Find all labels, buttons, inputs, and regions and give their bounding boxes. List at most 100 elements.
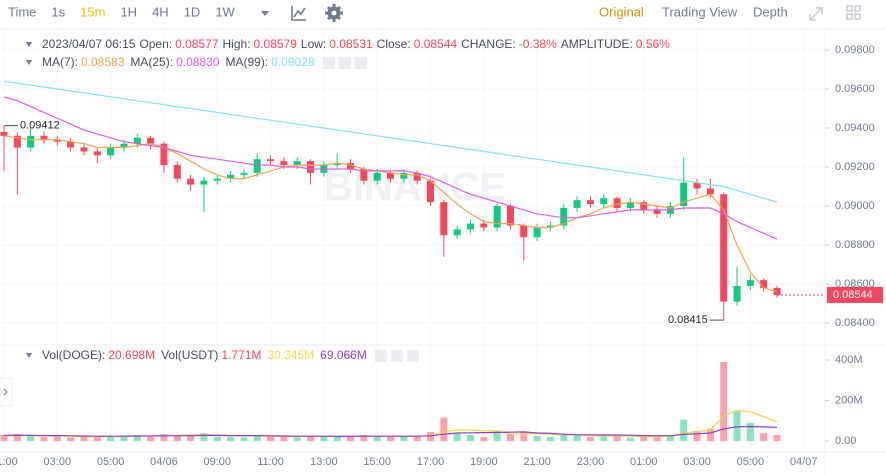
ohlc-info: 2023/04/07 06:15 Open: 0.08577 High: 0.08579… (42, 37, 670, 51)
ma-value: 0.08830 (176, 55, 220, 69)
ma-value: 0.09028 (271, 55, 315, 69)
x-tick-label: 17:00 (417, 456, 445, 468)
info-label: Open: (139, 37, 172, 51)
x-tick-label: 01:00 (0, 456, 18, 468)
view-tab[interactable]: Trading View (662, 4, 738, 19)
last-price-tag (827, 286, 883, 303)
y-tick-label: 0.09800 (835, 44, 875, 56)
x-tick-label: 15:00 (363, 456, 391, 468)
volume-bar (200, 432, 208, 442)
legend-icon[interactable] (322, 57, 335, 69)
volume-bar (387, 437, 395, 442)
volume-bar (320, 436, 328, 442)
more-intervals-icon[interactable] (261, 11, 269, 16)
interval-tab[interactable]: 15m (80, 4, 105, 19)
volume-bar (586, 437, 594, 442)
volume-tick-label: 400M (835, 354, 863, 366)
candle-body (93, 151, 101, 156)
candle-body (360, 168, 368, 181)
volume-bar (347, 437, 355, 442)
candle-body (120, 143, 128, 148)
volume-bar (493, 430, 501, 442)
candle-body (280, 161, 288, 166)
low-label: 0.08415 (668, 314, 708, 326)
volume-bar (453, 432, 461, 442)
view-tab[interactable]: Depth (753, 4, 788, 19)
volume-bar (227, 437, 235, 442)
volume-bar (147, 437, 155, 442)
candle-body (413, 172, 421, 181)
candle-body (0, 131, 8, 136)
view-tab[interactable]: Original (599, 4, 644, 19)
volume-bar (426, 431, 434, 442)
fullscreen-icon[interactable] (809, 7, 823, 21)
candle-body (546, 225, 554, 228)
volume-bar (173, 434, 181, 442)
legend-icon[interactable] (406, 350, 419, 362)
candle-body (733, 285, 741, 302)
volume-bar (640, 437, 648, 442)
volume-bar (693, 430, 701, 442)
volume-bar (133, 434, 141, 442)
volume-bar (613, 436, 621, 442)
ma-name: MA(99): (225, 55, 268, 69)
volume-bar (720, 361, 728, 442)
volume-tick-label: 200M (835, 394, 863, 406)
candle-body (307, 161, 315, 173)
settings-icon[interactable] (325, 4, 343, 22)
y-tick-label: 0.09600 (835, 83, 875, 95)
volume-bar (67, 437, 75, 442)
candle-body (53, 139, 61, 142)
vol-name: Vol(DOGE): (42, 348, 105, 362)
info-value: 0.08544 (414, 37, 458, 51)
candle-body (746, 280, 754, 286)
x-tick-label: 13:00 (310, 456, 338, 468)
volume-bar (307, 435, 315, 442)
layout-icon[interactable] (846, 5, 861, 20)
volume-bar (373, 436, 381, 442)
collapse-button[interactable] (0, 377, 13, 407)
legend-icon[interactable] (390, 350, 403, 362)
candle-body (573, 200, 581, 208)
legend-icon[interactable] (338, 57, 351, 69)
volume-tick-label: 0.00 (835, 435, 856, 447)
x-tick-label: 05:00 (97, 456, 125, 468)
ma-value: 0.08583 (81, 55, 125, 69)
info-value: -0.38% (519, 37, 557, 51)
candle-body (440, 202, 448, 236)
candle-body (293, 161, 301, 166)
vol-toggle[interactable] (26, 353, 32, 358)
volume-bar (626, 437, 634, 442)
candle-body (387, 172, 395, 179)
candle-body (706, 188, 714, 195)
legend-icon[interactable] (354, 57, 367, 69)
vol-value: 1.771M (221, 348, 261, 362)
info-date: 2023/04/07 06:15 (42, 37, 136, 51)
volume-bar (413, 436, 421, 442)
x-tick-label: 03:00 (683, 456, 711, 468)
last-price-label: 0.08544 (833, 289, 873, 301)
volume-bar (213, 436, 221, 442)
volume-bar (760, 432, 768, 442)
interval-tab[interactable]: 4H (152, 4, 169, 19)
vol-ma-value: 69.066M (320, 348, 367, 362)
x-tick-label: 01:00 (630, 456, 658, 468)
legend-icon[interactable] (374, 350, 387, 362)
interval-tab[interactable]: 1W (215, 4, 235, 19)
info-value: 0.08577 (175, 37, 219, 51)
interval-tab[interactable]: 1D (184, 4, 201, 19)
candle-body (67, 141, 75, 148)
volume-bar (293, 437, 301, 442)
info-toggle[interactable] (26, 42, 32, 47)
candle-body (680, 182, 688, 207)
indicator-icon[interactable] (291, 6, 306, 21)
info-label: Close: (377, 37, 411, 51)
ma-toggle[interactable] (26, 60, 32, 65)
volume-bar (267, 436, 275, 442)
candle-body (240, 172, 248, 175)
interval-tab[interactable]: 1H (120, 4, 137, 19)
volume-bar (440, 417, 448, 442)
interval-tab[interactable]: 1s (51, 4, 65, 19)
